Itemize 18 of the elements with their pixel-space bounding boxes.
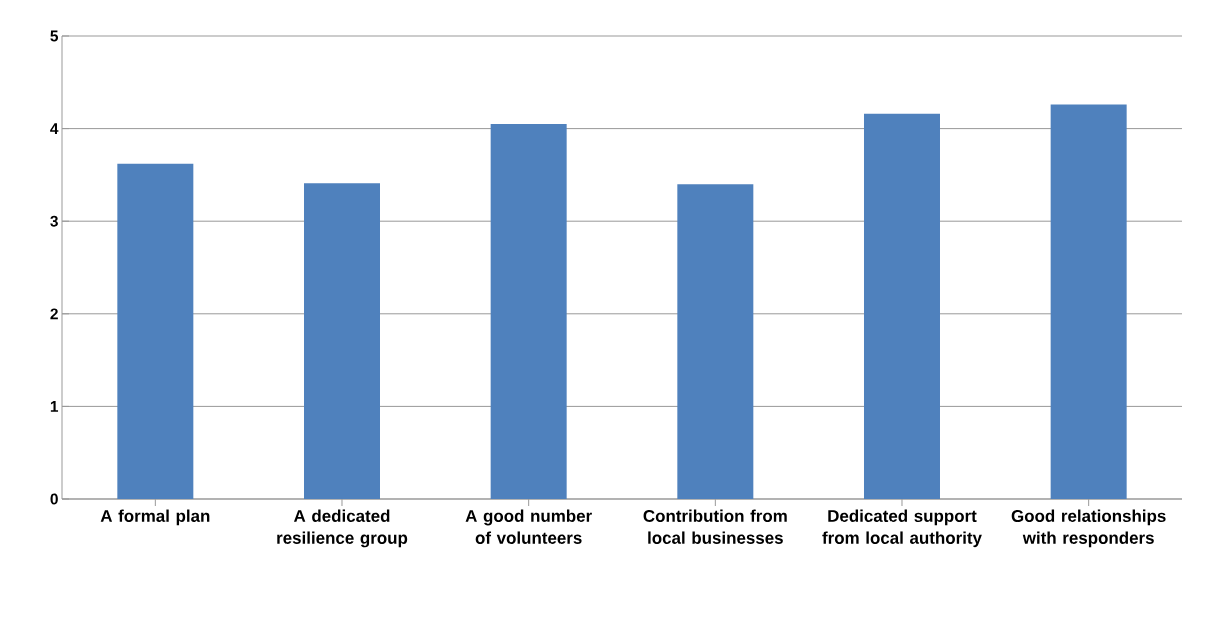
y-tick-label: 3: [50, 215, 58, 227]
x-tick-label: Contribution from local businesses: [643, 509, 787, 544]
bar: [863, 113, 940, 499]
bar: [490, 123, 567, 499]
x-tick-label: Good relationships with responders: [1011, 509, 1166, 548]
x-tick-label: A formal plan: [100, 509, 210, 526]
x-tick-label: Dedicated support from local authority: [822, 509, 982, 548]
x-tick-label: A good number of volunteers: [465, 509, 592, 544]
x-tick-label: A dedicated resilience group: [277, 509, 408, 548]
bar: [677, 184, 754, 499]
y-tick-label: 5: [50, 30, 59, 42]
bar: [304, 183, 380, 499]
bar: [117, 163, 194, 499]
y-tick-label: 4: [50, 123, 59, 134]
y-tick-label: 1: [50, 401, 59, 412]
y-tick-label: 2: [50, 308, 58, 320]
bar: [1050, 104, 1127, 499]
y-tick-label: 0: [50, 493, 58, 505]
